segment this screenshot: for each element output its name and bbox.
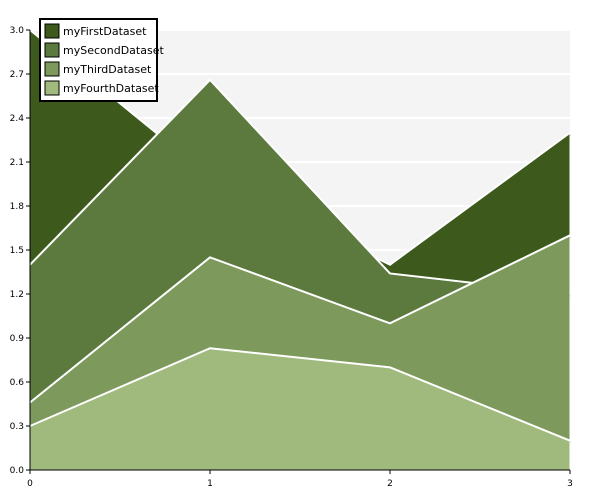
- y-tick-label: 3.0: [10, 26, 25, 36]
- legend-label: myFourthDataset: [63, 82, 159, 95]
- legend-swatch: [44, 80, 60, 96]
- y-tick-label: 0.9: [10, 334, 25, 344]
- legend-item: mySecondDataset: [44, 42, 164, 58]
- legend-item: myThirdDataset: [44, 61, 152, 77]
- x-tick-label: 1: [207, 479, 213, 489]
- legend-item: myFourthDataset: [44, 80, 159, 96]
- x-axis-ticks: 0 1 2 3: [27, 470, 573, 489]
- y-tick-label: 1.5: [10, 246, 24, 256]
- y-tick-label: 2.7: [10, 70, 24, 80]
- legend-label: mySecondDataset: [63, 44, 164, 57]
- y-tick-label: 2.1: [10, 158, 24, 168]
- legend-swatch: [44, 23, 60, 39]
- y-tick-label: 0.3: [10, 422, 24, 432]
- legend-item: myFirstDataset: [44, 23, 147, 39]
- legend-swatch: [44, 61, 60, 77]
- series-line: [29, 347, 571, 442]
- legend: myFirstDataset mySecondDataset myThirdData…: [39, 18, 164, 102]
- legend-label: myFirstDataset: [63, 25, 147, 38]
- series-line: [29, 234, 571, 404]
- series-layer: [29, 29, 572, 470]
- y-tick-label: 0.0: [10, 466, 25, 476]
- series-myFourthDataset: [29, 347, 572, 470]
- legend-swatch: [44, 42, 60, 58]
- y-tick-label: 0.6: [10, 378, 25, 388]
- y-tick-label: 1.8: [10, 202, 25, 212]
- legend-label: myThirdDataset: [63, 63, 152, 76]
- x-tick-label: 2: [387, 479, 393, 489]
- y-tick-label: 2.4: [10, 114, 25, 124]
- y-tick-label: 1.2: [10, 290, 24, 300]
- series-area: [30, 348, 570, 470]
- y-axis-ticks: 0.0 0.3 0.6 0.9 1.2 1.5 1.8 2.1 2.4 2.7 3.0: [10, 26, 30, 476]
- x-tick-label: 3: [567, 479, 573, 489]
- x-tick-label: 0: [27, 479, 33, 489]
